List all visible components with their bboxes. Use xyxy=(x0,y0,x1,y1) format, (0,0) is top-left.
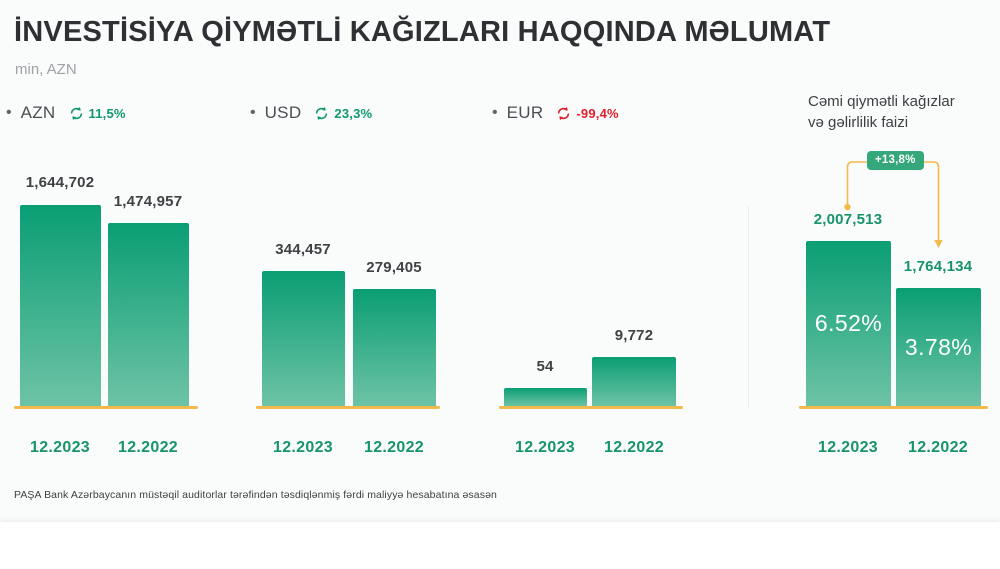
change-percent-usd: 23,3% xyxy=(334,105,373,121)
bullet-icon: • xyxy=(6,104,12,121)
connector-arrow-down-icon xyxy=(934,240,943,248)
bullet-icon: • xyxy=(250,104,256,121)
x-axis-label: 12.2023 xyxy=(273,439,333,456)
bullet-icon: • xyxy=(492,104,498,121)
change-percent-azn: 11,5% xyxy=(88,105,126,121)
bar-azn-2022 xyxy=(108,223,189,406)
x-axis-label: 12.2022 xyxy=(604,439,664,456)
bar-usd-2023 xyxy=(262,271,345,406)
section-divider xyxy=(748,206,749,408)
bar-usd-2022 xyxy=(353,289,436,406)
refresh-cycle-icon xyxy=(69,106,84,121)
unit-subtitle: min, AZN xyxy=(15,61,77,78)
currency-label-azn: AZN xyxy=(20,103,56,122)
bar-eur-2023 xyxy=(504,388,587,406)
axis-baseline xyxy=(799,406,988,409)
connector-dot xyxy=(844,203,851,211)
bar-value-label: 1,644,702 xyxy=(25,174,95,191)
currency-label-usd: USD xyxy=(264,103,302,122)
refresh-cycle-icon xyxy=(556,106,571,121)
x-axis-label: 12.2022 xyxy=(118,439,178,456)
refresh-cycle-icon xyxy=(314,106,329,121)
page-title: İNVESTİSİYA QİYMƏTLİ KAĞIZLARI HAQQINDA … xyxy=(14,16,831,48)
yield-percent-label: 6.52% xyxy=(814,310,883,336)
legend-usd: • USD 23,3% xyxy=(250,103,372,123)
bar-total-2022: 3.78% xyxy=(896,288,981,406)
bar-value-label: 279,405 xyxy=(366,259,422,276)
change-percent-eur: -99,4% xyxy=(576,105,619,121)
x-axis-label: 12.2022 xyxy=(908,439,968,456)
total-securities-header-line1: Cəmi qiymətli kağızlar xyxy=(808,93,955,110)
axis-baseline xyxy=(499,406,683,409)
currency-label-eur: EUR xyxy=(506,103,544,122)
total-change-badge: +13,8% xyxy=(867,151,924,170)
bar-value-label: 54 xyxy=(536,358,554,375)
x-axis-label: 12.2023 xyxy=(30,439,90,456)
total-securities-header: Cəmi qiymətli kağızlar və gəlirlilik fai… xyxy=(808,91,955,133)
bar-eur-2022 xyxy=(592,357,676,406)
legend-eur: • EUR -99,4% xyxy=(492,103,619,123)
bar-value-label: 344,457 xyxy=(275,241,331,258)
audit-footnote: PAŞA Bank Azərbaycanın müstəqil auditorl… xyxy=(14,489,497,501)
legend-azn: • AZN 11,5% xyxy=(6,103,126,123)
axis-baseline xyxy=(256,406,440,409)
x-axis-label: 12.2023 xyxy=(818,439,878,456)
total-securities-header-line2: və gəlirlilik faizi xyxy=(808,114,909,131)
yield-percent-label: 3.78% xyxy=(904,333,973,360)
x-axis-label: 12.2023 xyxy=(515,439,575,456)
bar-value-label: 1,764,134 xyxy=(903,258,973,275)
bar-azn-2023 xyxy=(20,205,101,406)
bar-total-2023: 6.52% xyxy=(806,241,891,406)
axis-baseline xyxy=(14,406,198,409)
bar-value-label: 1,474,957 xyxy=(113,193,183,210)
bar-value-label: 2,007,513 xyxy=(813,211,883,228)
x-axis-label: 12.2022 xyxy=(364,439,424,456)
bar-value-label: 9,772 xyxy=(614,327,654,344)
